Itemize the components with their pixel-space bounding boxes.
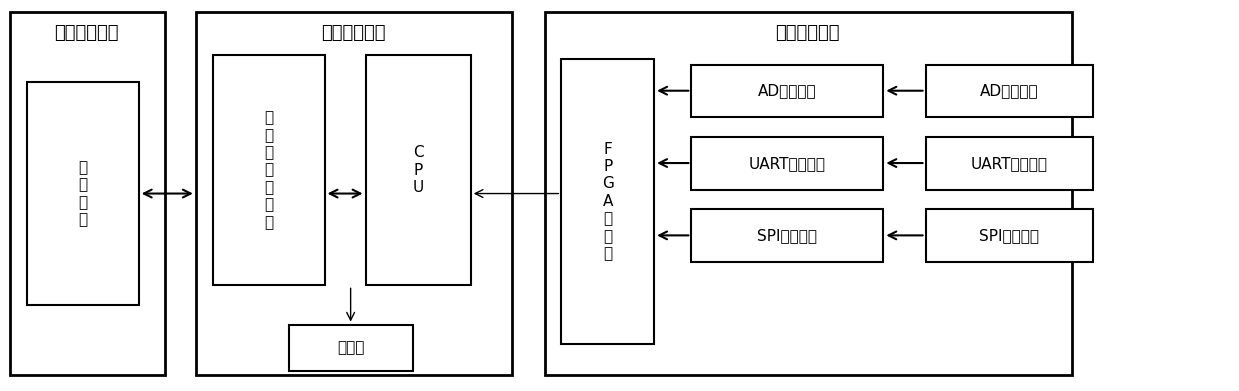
Text: C
P
U: C P U — [413, 145, 424, 195]
Bar — [691, 65, 883, 117]
Bar — [926, 137, 1093, 190]
Bar — [27, 82, 139, 305]
Bar — [196, 12, 512, 375]
Bar — [366, 55, 471, 285]
Text: UART数据接口: UART数据接口 — [970, 156, 1048, 171]
Bar — [926, 65, 1093, 117]
Bar — [691, 209, 883, 262]
Bar — [691, 137, 883, 190]
Bar — [561, 59, 654, 344]
Text: AD报文侦听: AD报文侦听 — [758, 83, 817, 99]
Text: F
P
G
A
处
理
器: F P G A 处 理 器 — [602, 142, 613, 261]
Text: 网
络
通
信
子
模
块: 网 络 通 信 子 模 块 — [264, 110, 274, 230]
Text: 录波管理模块: 录波管理模块 — [55, 24, 119, 42]
Text: SPI报文侦听: SPI报文侦听 — [757, 228, 818, 243]
Bar — [545, 12, 1072, 375]
Text: 管
理
主
机: 管 理 主 机 — [78, 160, 88, 227]
Text: 录波计算模块: 录波计算模块 — [321, 24, 385, 42]
Bar — [926, 209, 1093, 262]
Text: 数据采集模块: 数据采集模块 — [776, 24, 840, 42]
Text: 存储器: 存储器 — [337, 341, 364, 355]
Bar — [289, 325, 413, 371]
Text: UART报文侦听: UART报文侦听 — [748, 156, 826, 171]
Text: AD数据接口: AD数据接口 — [980, 83, 1038, 99]
Text: SPI数据接口: SPI数据接口 — [979, 228, 1040, 243]
Bar — [213, 55, 325, 285]
Bar — [10, 12, 165, 375]
